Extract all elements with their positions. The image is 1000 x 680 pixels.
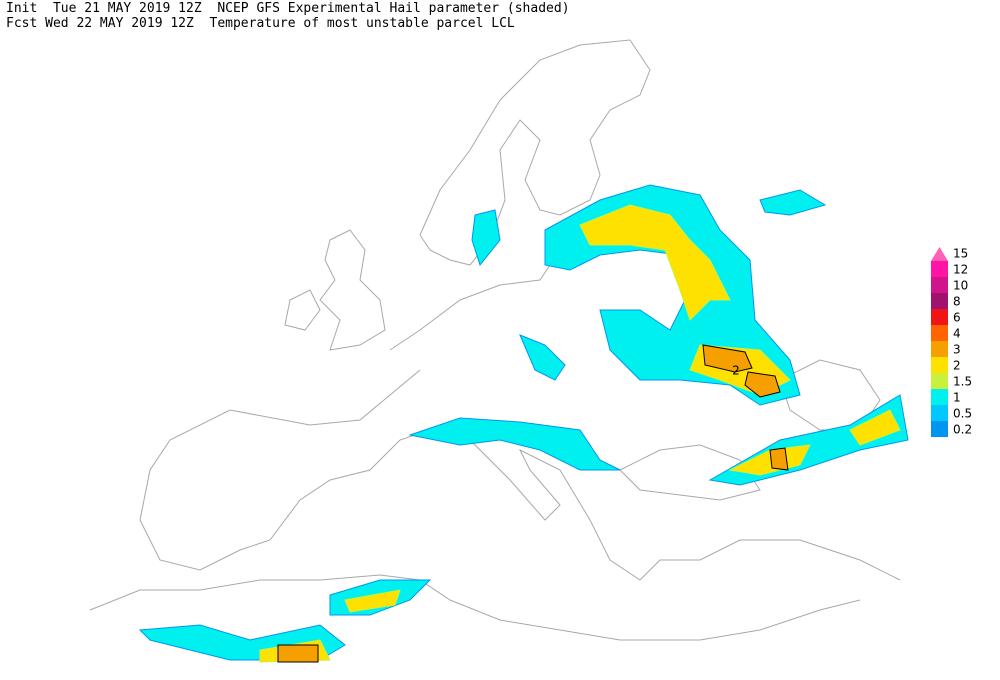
legend-swatch	[931, 325, 948, 341]
legend-label: 8	[953, 294, 961, 308]
legend-swatch	[931, 373, 948, 389]
shaded-area	[259, 409, 901, 663]
legend-swatch	[931, 277, 948, 293]
legend-label: 10	[953, 278, 968, 292]
contour-label: 2	[732, 364, 740, 378]
coastline	[284, 289, 321, 331]
legend-label: 0.2	[953, 422, 972, 436]
coastlines	[89, 39, 901, 641]
legend-label: 15	[953, 246, 968, 260]
legend-swatch	[931, 309, 948, 325]
legend: 15 12 10 8 6 4 3 2 1.5 1 0.5 0.2	[931, 246, 972, 437]
hail-shading	[138, 184, 909, 663]
legend-swatch	[931, 421, 948, 437]
legend-swatch	[931, 293, 948, 309]
legend-label: 3	[953, 342, 961, 356]
legend-label: 2	[953, 358, 961, 372]
legend-label: 1	[953, 390, 961, 404]
coastline	[319, 229, 386, 351]
legend-swatch	[931, 247, 948, 261]
legend-swatch	[931, 341, 948, 357]
legend-label: 12	[953, 262, 968, 276]
legend-label: 4	[953, 326, 961, 340]
shaded-area	[277, 447, 789, 663]
header-line: Fcst Wed 22 MAY 2019 12Z Temperature of …	[6, 16, 515, 31]
legend-swatch	[931, 261, 948, 277]
legend-swatch	[931, 357, 948, 373]
legend-swatch	[931, 389, 948, 405]
legend-label: 6	[953, 310, 961, 324]
header-line: Init Tue 21 MAY 2019 12Z NCEP GFS Experi…	[6, 1, 570, 16]
legend-label: 0.5	[953, 406, 972, 420]
shaded-area	[408, 189, 827, 471]
coastline	[89, 574, 861, 641]
legend-label: 1.5	[953, 374, 972, 388]
shaded-area	[138, 394, 909, 661]
shaded-area	[702, 344, 781, 398]
legend-swatch	[931, 405, 948, 421]
